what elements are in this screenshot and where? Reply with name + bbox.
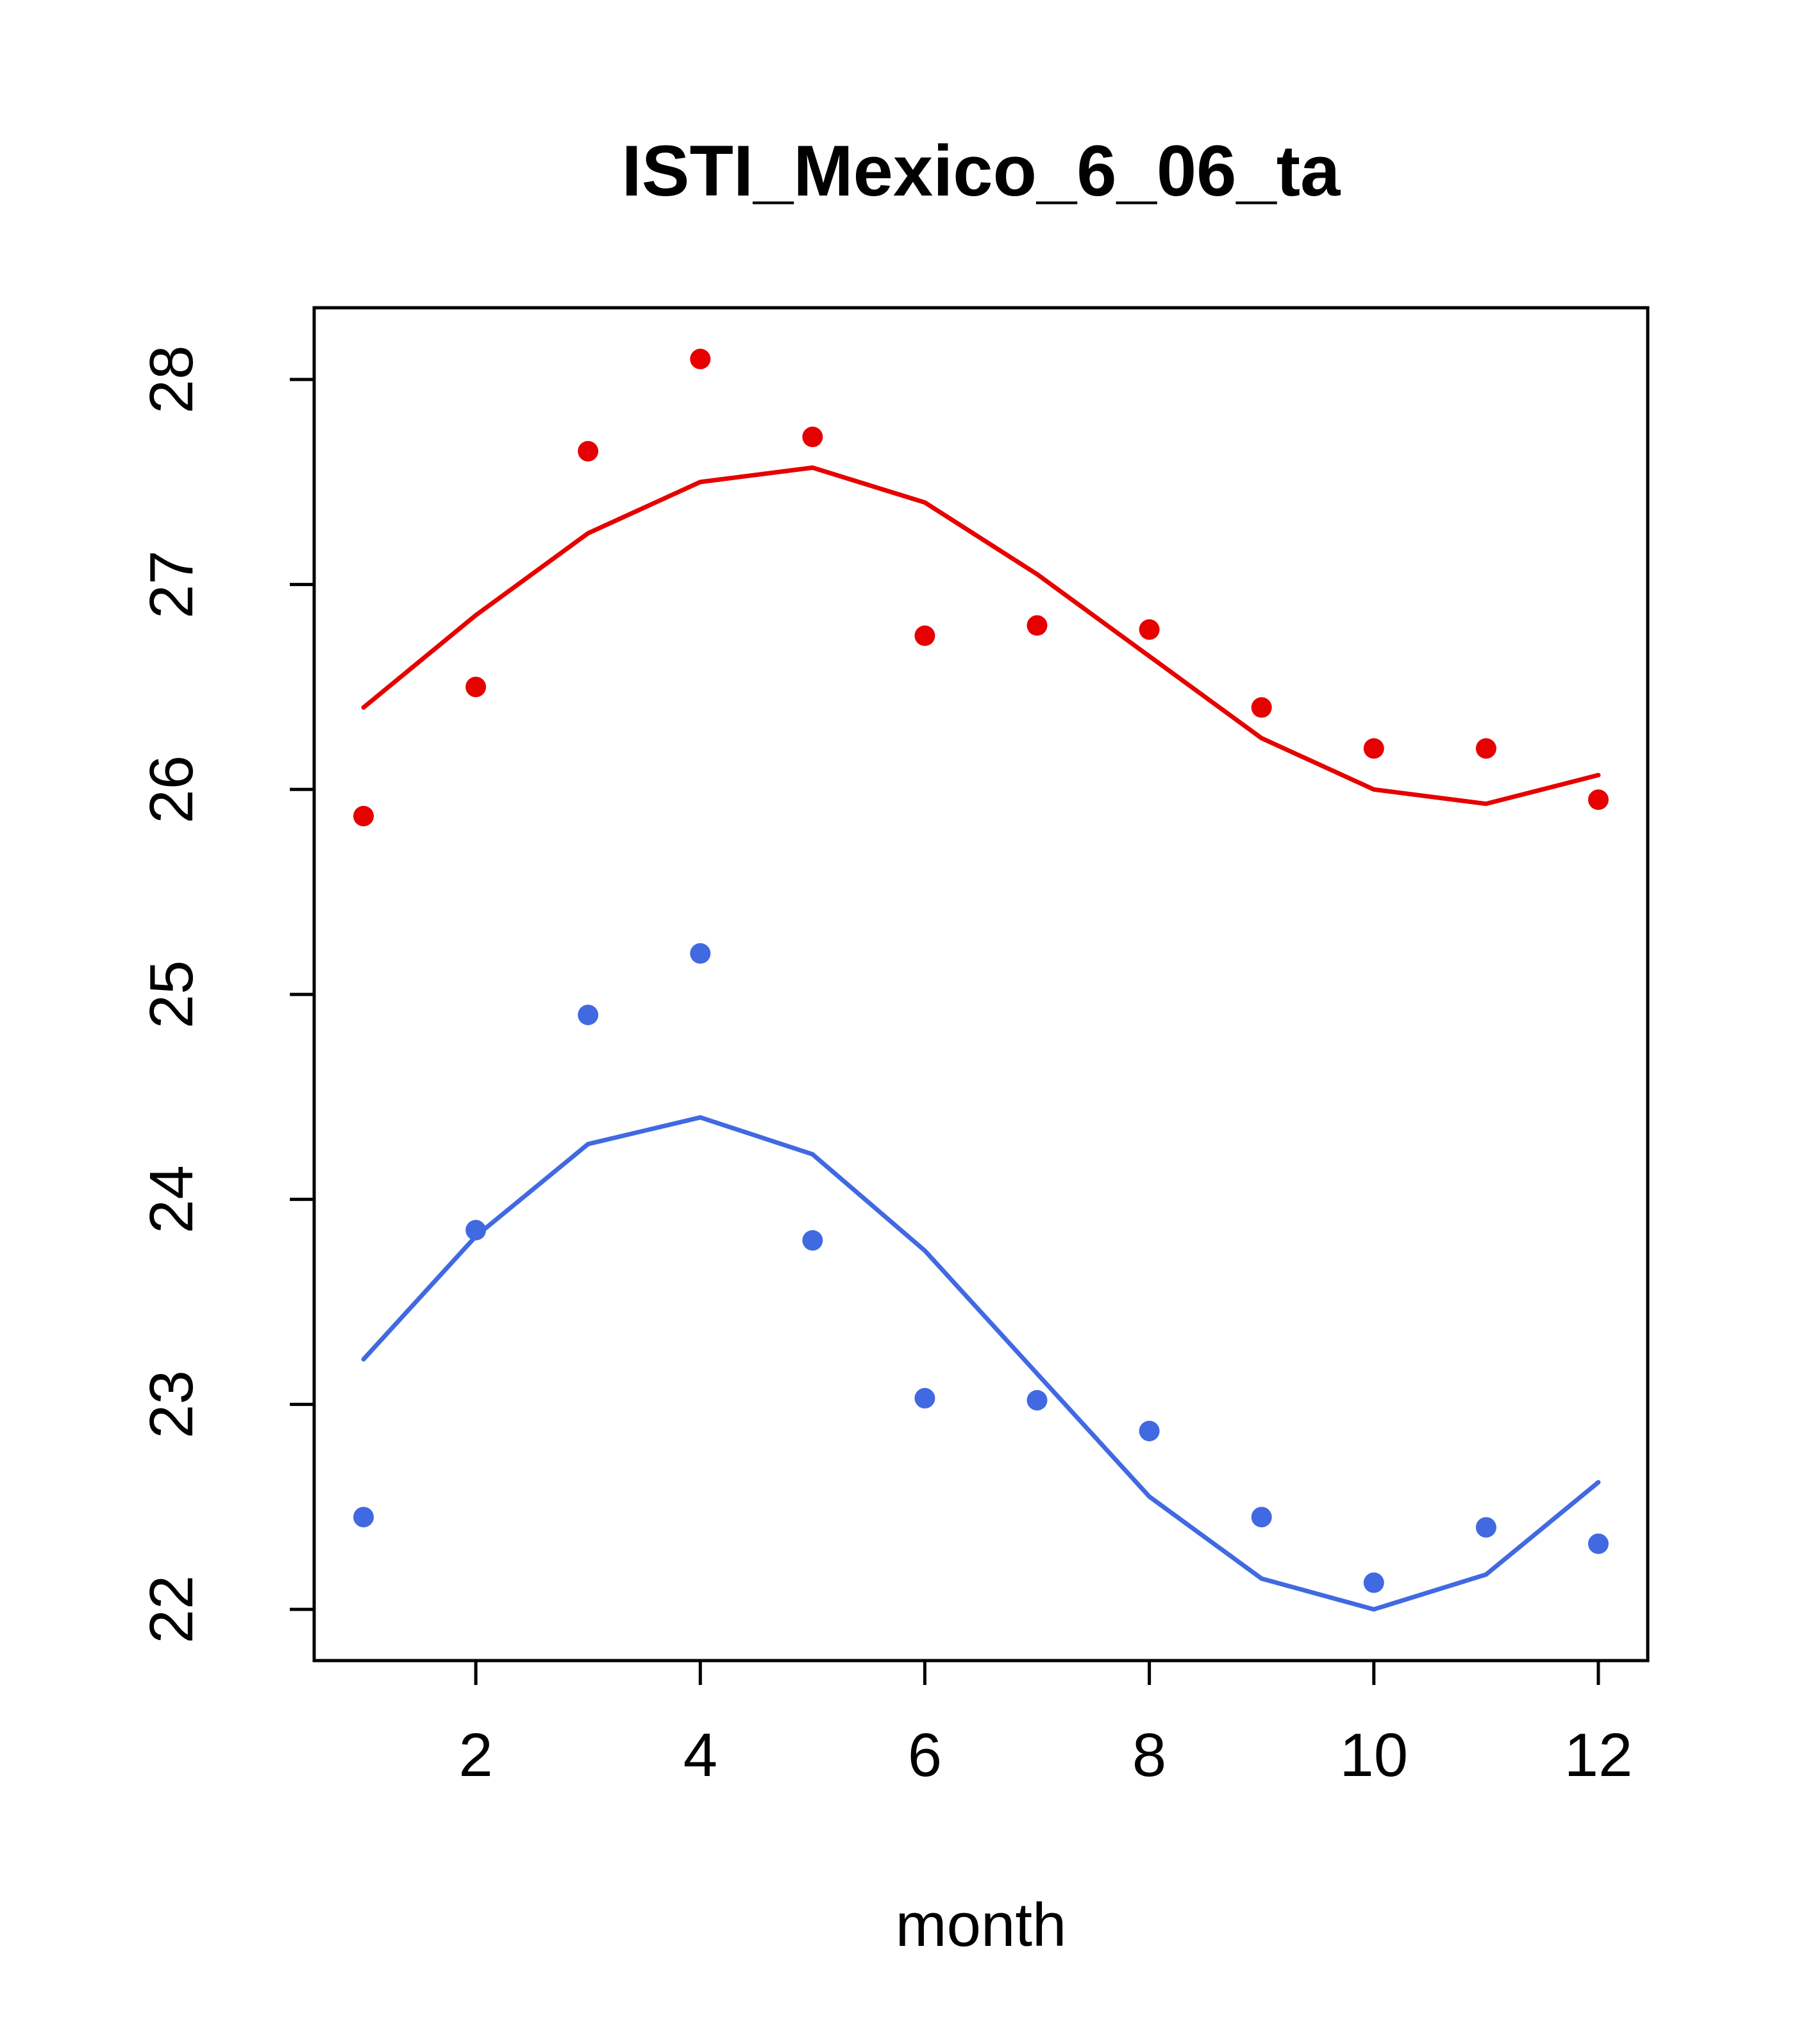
y-axis-tick-label: 23 <box>137 1370 206 1439</box>
blue-points-marker <box>465 1219 487 1241</box>
x-axis-tick-label: 12 <box>1564 1721 1633 1789</box>
red-points-marker <box>690 348 711 369</box>
x-axis-tick-label: 6 <box>908 1721 942 1789</box>
blue-points-marker <box>1026 1389 1048 1411</box>
red-points-marker <box>578 440 599 462</box>
red-points-marker <box>1363 738 1384 759</box>
x-axis-tick-label: 4 <box>683 1721 717 1789</box>
red-line <box>361 465 1601 807</box>
x-axis-tick-label: 2 <box>458 1721 492 1789</box>
y-axis-tick-label: 24 <box>137 1165 206 1234</box>
blue-points-marker <box>1139 1420 1160 1441</box>
y-axis-tick-label: 27 <box>137 550 206 619</box>
x-axis-tick-label: 8 <box>1132 1721 1166 1789</box>
red-points-marker <box>802 426 823 448</box>
blue-points-marker <box>353 1507 374 1528</box>
blue-points-marker <box>914 1387 935 1409</box>
chart-title: ISTI_Mexico_6_06_ta <box>622 131 1341 211</box>
red-points-marker <box>1587 789 1609 810</box>
blue-points-marker <box>578 1004 599 1025</box>
x-axis-label: month <box>896 1891 1067 1959</box>
red-points-marker <box>1251 697 1272 718</box>
blue-points-marker <box>802 1230 823 1251</box>
y-axis-tick-label: 25 <box>137 960 206 1029</box>
y-axis-tick-label: 28 <box>137 346 206 414</box>
red-points-marker <box>1026 615 1048 636</box>
blue-points-marker <box>1251 1507 1272 1528</box>
blue-line <box>361 1115 1601 1612</box>
red-points-marker <box>914 625 935 646</box>
red-points-marker <box>1475 738 1496 759</box>
blue-points-marker <box>1587 1533 1609 1554</box>
plot-border <box>312 306 1650 1663</box>
x-axis-tick-label: 10 <box>1339 1721 1408 1789</box>
y-axis-tick-label: 22 <box>137 1575 206 1644</box>
y-axis-tick-label: 26 <box>137 755 206 824</box>
blue-points-marker <box>1363 1572 1384 1593</box>
blue-points-marker <box>690 943 711 964</box>
red-points-marker <box>353 805 374 826</box>
red-points-marker <box>465 676 487 698</box>
red-points-marker <box>1139 619 1160 640</box>
blue-points-marker <box>1475 1517 1496 1538</box>
